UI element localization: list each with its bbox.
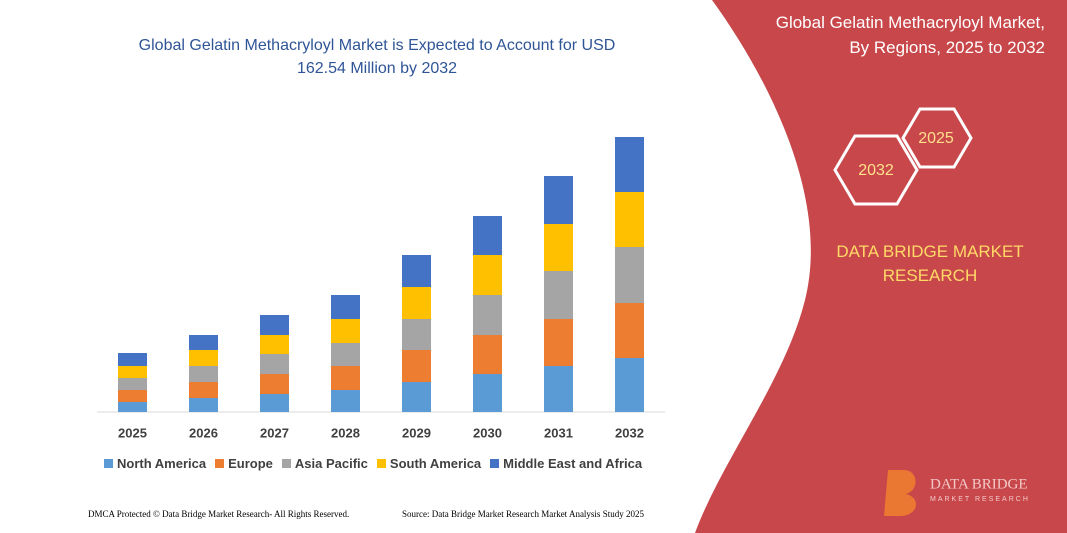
hexagon: [901, 107, 973, 169]
bar-segment: [260, 374, 289, 394]
legend-item: Asia Pacific: [281, 456, 368, 471]
legend-item: Middle East and Africa: [490, 456, 642, 471]
legend-item: South America: [376, 456, 482, 471]
bar-segment: [331, 390, 360, 412]
bar-segment: [615, 303, 644, 358]
bar-segment: [260, 335, 289, 354]
bar-segment: [615, 137, 644, 192]
bar-segment: [544, 176, 573, 224]
bar-segment: [189, 366, 218, 382]
hex-label: 2025: [918, 130, 954, 147]
panel-title-line: By Regions, 2025 to 2032: [849, 38, 1045, 57]
bar-segment: [473, 295, 502, 335]
logo-icon: [884, 470, 917, 516]
bar-segment: [473, 335, 502, 374]
panel-title-line: Global Gelatin Methacryloyl Market,: [775, 13, 1045, 32]
legend-label: Middle East and Africa: [503, 456, 643, 471]
bar-segment: [544, 224, 573, 271]
bar-segment: [544, 319, 573, 366]
bar-segment: [402, 350, 431, 382]
bar-segment: [402, 319, 431, 350]
bar-segment: [544, 366, 573, 412]
legend-label: North America: [117, 456, 207, 471]
legend: North America Europe Asia Pacific South Ame…: [104, 456, 642, 471]
x-tick-label: 2031: [544, 425, 573, 440]
bar-segment: [260, 354, 289, 374]
x-tick-label: 2029: [402, 425, 431, 440]
legend-item: North America: [104, 456, 206, 471]
footer-right: Source: Data Bridge Market Research Mark…: [402, 509, 644, 519]
bar-segment: [402, 287, 431, 319]
brand: DATA BRIDGE MARKET RESEARCH: [836, 242, 1024, 285]
bar-segment: [189, 335, 218, 350]
legend-label: Asia Pacific: [294, 456, 368, 471]
bar-segment: [189, 382, 218, 398]
panel-title: Global Gelatin Methacryloyl Market, By R…: [700, 10, 1045, 60]
legend-item: Europe: [215, 456, 273, 471]
bar-segment: [402, 382, 431, 412]
bar-segment: [615, 358, 644, 412]
bar-segment: [331, 366, 360, 390]
x-tick-label: 2027: [260, 425, 289, 440]
logo-text: DATA BRIDGE: [930, 476, 1028, 492]
bar-segment: [118, 378, 147, 390]
bar-segment: [189, 398, 218, 412]
hexagon: [833, 134, 919, 206]
x-tick-label: 2032: [615, 425, 644, 440]
bar-segment: [473, 255, 502, 295]
bar-segment: [118, 366, 147, 378]
legend-swatch: [490, 459, 500, 468]
bar-segment: [615, 192, 644, 247]
x-tick-label: 2030: [473, 425, 502, 440]
bar-segment: [331, 343, 360, 366]
chart-title: Global Gelatin Methacryloyl Market is Ex…: [138, 37, 616, 77]
logo-subtext: MARKET RESEARCH: [930, 496, 1030, 503]
bar-segment: [260, 315, 289, 335]
legend-swatch: [215, 459, 225, 468]
legend-swatch: [376, 459, 386, 468]
x-tick-label: 2026: [189, 425, 218, 440]
legend-label: South America: [389, 456, 482, 471]
x-tick-label: 2025: [118, 425, 147, 440]
bar-segment: [189, 350, 218, 366]
bar-segment: [473, 216, 502, 255]
side-panel: [695, 0, 1067, 533]
bar-segment: [615, 247, 644, 303]
bar-segment: [473, 374, 502, 412]
bar-segment: [118, 402, 147, 412]
bar-segment: [544, 271, 573, 319]
footer-left: DMCA Protected © Data Bridge Market Rese…: [88, 509, 350, 519]
bar-segment: [331, 295, 360, 319]
bar-segment: [331, 319, 360, 343]
hex-label: 2032: [858, 162, 894, 179]
legend-label: Europe: [228, 456, 273, 471]
bar-segment: [118, 353, 147, 366]
bar-segment: [260, 394, 289, 412]
legend-swatch: [281, 459, 291, 468]
x-tick-label: 2028: [331, 425, 360, 440]
bar-segment: [118, 390, 147, 402]
bar-segment: [402, 255, 431, 287]
legend-swatch: [104, 459, 113, 468]
